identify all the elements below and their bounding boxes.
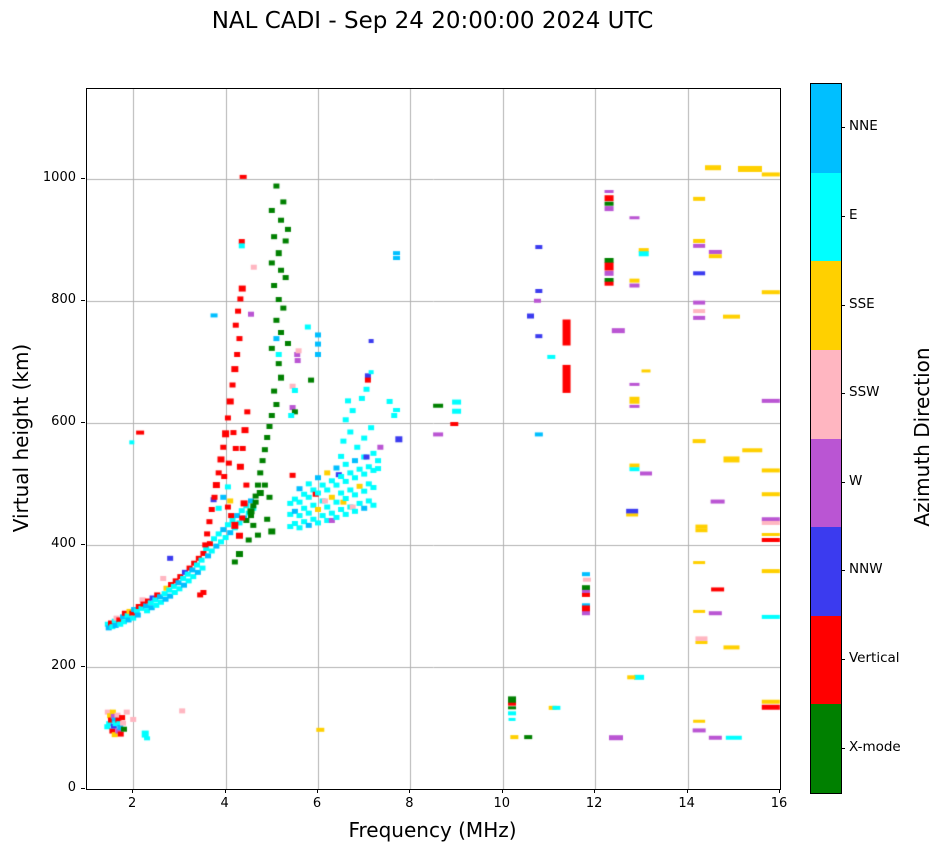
x-tick-label: 4 <box>220 796 229 811</box>
y-tick-mark <box>81 299 85 301</box>
colorbar-tick-label: E <box>849 206 858 223</box>
colorbar-segment-w <box>811 438 841 528</box>
x-tick-label: 10 <box>493 796 511 811</box>
x-tick-mark <box>501 789 503 793</box>
colorbar-tick <box>841 393 845 395</box>
x-tick-mark <box>224 789 226 793</box>
y-axis-label: Virtual height (km) <box>9 343 33 533</box>
colorbar-tick <box>841 659 845 661</box>
y-tick-label: 1000 <box>42 169 76 185</box>
colorbar-tick-label: SSE <box>849 295 875 312</box>
y-tick-mark <box>81 177 85 179</box>
colorbar-tick-label: Vertical <box>849 650 900 667</box>
x-tick-mark <box>779 789 780 793</box>
colorbar <box>810 83 842 794</box>
x-tick-label: 8 <box>405 796 414 811</box>
plot-area <box>86 88 781 790</box>
colorbar-label: Azimuth Direction <box>910 347 934 527</box>
chart-title: NAL CADI - Sep 24 20:00:00 2024 UTC <box>211 8 654 34</box>
y-tick-label: 800 <box>51 291 76 307</box>
colorbar-tick-label: NNE <box>849 118 878 135</box>
colorbar-tick <box>841 215 845 217</box>
y-tick-mark <box>81 665 85 667</box>
colorbar-tick-label: SSW <box>849 384 880 401</box>
x-tick-label: 14 <box>678 796 695 811</box>
y-tick-mark <box>81 543 85 545</box>
colorbar-tick <box>841 570 845 572</box>
x-tick-mark <box>594 789 596 793</box>
colorbar-tick-label: NNW <box>849 561 883 578</box>
colorbar-segment-x-mode <box>811 704 841 793</box>
x-tick-label: 6 <box>312 796 322 811</box>
y-tick-label: 600 <box>51 413 76 429</box>
colorbar-segment-vertical <box>811 615 841 705</box>
x-tick-label: 16 <box>770 796 788 811</box>
x-tick-label: 2 <box>128 796 137 811</box>
colorbar-tick <box>841 304 845 306</box>
colorbar-segment-e <box>811 172 841 262</box>
x-tick-mark <box>686 789 688 793</box>
colorbar-tick <box>841 127 845 129</box>
colorbar-tick-label: X-mode <box>849 738 901 755</box>
y-tick-label: 0 <box>67 780 76 795</box>
colorbar-segment-nne <box>811 84 841 173</box>
y-tick-mark <box>81 421 85 423</box>
y-tick-label: 400 <box>51 535 76 551</box>
x-tick-label: 12 <box>585 796 603 811</box>
colorbar-segment-ssw <box>811 349 841 439</box>
colorbar-segment-sse <box>811 261 841 350</box>
x-tick-mark <box>132 789 134 793</box>
x-tick-mark <box>317 789 318 793</box>
colorbar-tick <box>841 481 845 483</box>
scatter-canvas <box>87 89 780 789</box>
colorbar-tick <box>841 747 845 749</box>
x-tick-mark <box>409 789 411 793</box>
colorbar-tick-label: W <box>849 472 863 489</box>
x-axis-label: Frequency (MHz) <box>348 818 517 842</box>
y-tick-mark <box>81 788 85 789</box>
y-tick-label: 200 <box>51 657 76 673</box>
colorbar-segment-nnw <box>811 527 841 616</box>
